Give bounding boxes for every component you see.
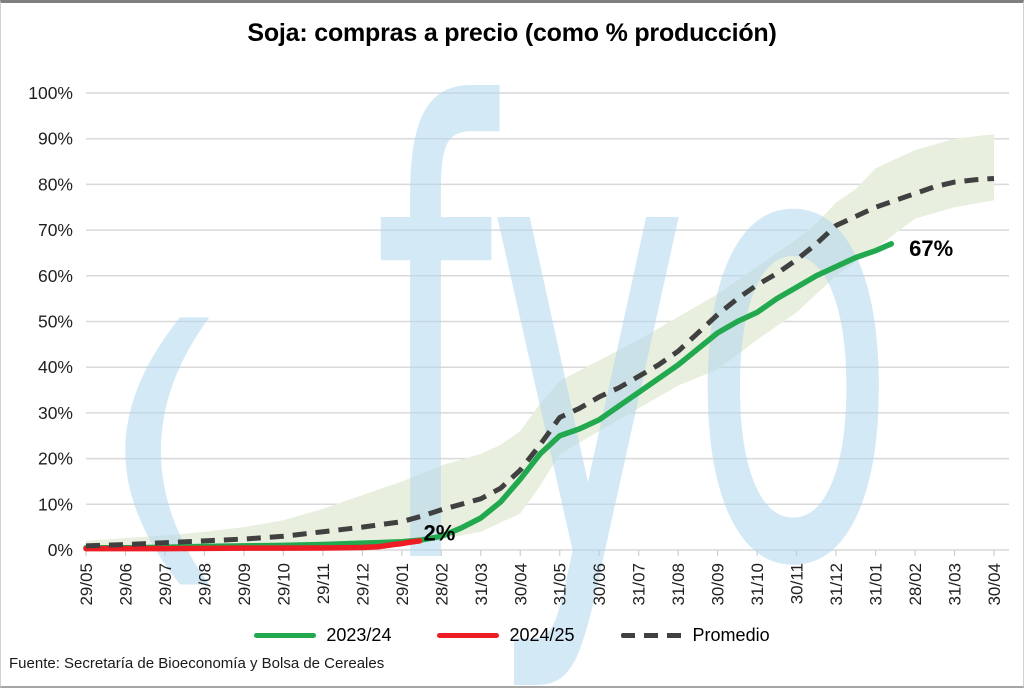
watermark-logo-text: fyo [373, 3, 897, 688]
x-axis-label: 30/11 [788, 563, 807, 604]
x-axis-label: 30/09 [709, 563, 728, 606]
legend-item-promedio: Promedio [620, 625, 770, 646]
y-axis-label: 70% [38, 220, 73, 240]
x-axis-label: 30/06 [590, 563, 609, 606]
annotation-67-percent: 67% [909, 236, 953, 261]
x-axis-label: 31/10 [748, 563, 767, 606]
series-line-2024-25 [83, 538, 423, 552]
x-axis-label: 28/02 [432, 563, 451, 606]
chart-title: Soja: compras a precio (como % producció… [247, 19, 777, 47]
legend-label: 2024/25 [509, 625, 575, 645]
x-axis-label: 29/05 [77, 563, 96, 606]
x-axis-label: 29/09 [235, 563, 254, 606]
x-axis-label: 31/08 [669, 563, 688, 606]
x-axis-label: 29/08 [195, 563, 214, 606]
y-axis-label: 100% [28, 83, 73, 103]
legend: 2023/24 2024/25 Promedio [1, 625, 1023, 646]
annotation-2-percent: 2% [424, 520, 456, 545]
y-axis-label: 20% [38, 449, 73, 469]
x-axis-label: 28/02 [906, 563, 925, 606]
legend-swatch-2023-24 [254, 633, 317, 638]
x-axis-label: 29/06 [116, 563, 135, 606]
y-axis-label: 0% [48, 540, 73, 560]
legend-swatch-promedio [620, 633, 683, 638]
x-axis-label: 31/01 [867, 563, 886, 606]
legend-label: 2023/24 [326, 625, 392, 645]
x-axis-label: 29/10 [274, 563, 293, 606]
series-line-2023-24 [83, 241, 895, 551]
watermark-paren-mark: ( [93, 268, 239, 617]
series-line-promedio [85, 175, 995, 549]
y-axis-label: 40% [38, 357, 73, 377]
x-axis-label: 30/04 [985, 563, 1004, 606]
x-axis-label: 29/11 [314, 563, 333, 604]
y-axis-label: 30% [38, 403, 73, 423]
y-axis-label: 10% [38, 494, 73, 514]
x-axis-label: 29/07 [156, 563, 175, 606]
y-axis-label: 50% [38, 312, 73, 332]
legend-label: Promedio [692, 625, 770, 645]
x-axis-label: 31/07 [630, 563, 649, 606]
x-axis-label: 29/12 [353, 563, 372, 606]
legend-item-2024-25: 2024/25 [437, 625, 575, 646]
y-axis-label: 90% [38, 129, 73, 149]
x-axis-label: 31/03 [472, 563, 491, 606]
legend-item-2023-24: 2023/24 [254, 625, 391, 646]
x-axis-label: 31/12 [827, 563, 846, 606]
x-axis-label: 29/01 [393, 563, 412, 606]
x-axis-label: 30/04 [511, 563, 530, 606]
y-axis-label: 60% [38, 266, 73, 286]
legend-swatch-2024-25 [437, 633, 500, 638]
x-axis-label: 31/03 [946, 563, 965, 606]
min-max-band [86, 134, 994, 550]
x-axis-label: 31/05 [551, 563, 570, 606]
source-note: Fuente: Secretaría de Bioeconomía y Bols… [9, 655, 385, 672]
y-axis-label: 80% [38, 174, 73, 194]
